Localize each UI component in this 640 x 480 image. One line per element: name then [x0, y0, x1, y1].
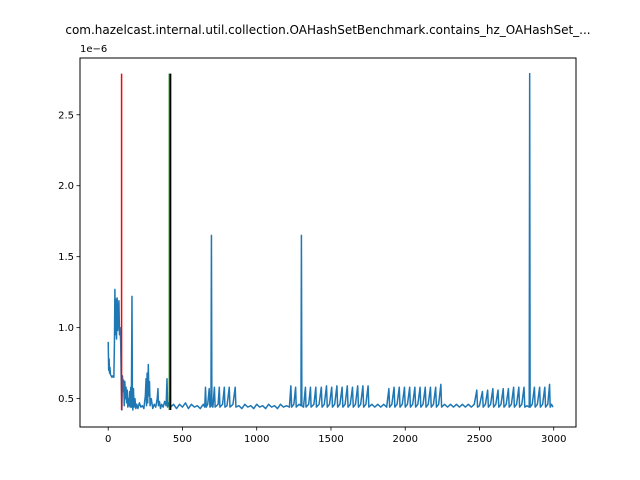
- x-tick-label-1: 500: [173, 434, 192, 445]
- x-tick-label-2: 1000: [244, 434, 269, 445]
- x-tick-label-3: 1500: [318, 434, 343, 445]
- plot-frame: [79, 57, 577, 428]
- y-axis: 0.5 1.0 1.5 2.0 2.5: [58, 110, 80, 405]
- series-line-0: [107, 72, 554, 411]
- x-tick-label-5: 2500: [467, 434, 492, 445]
- chart-title: com.hazelcast.internal.util.collection.O…: [65, 23, 590, 37]
- y-tick-label-4: 2.5: [58, 110, 74, 121]
- x-tick-label-4: 2000: [392, 434, 417, 445]
- y-tick-label-3: 2.0: [58, 181, 74, 192]
- plot-content: [107, 72, 554, 411]
- x-axis: 0 500 1000 1500 2000 2500 3000: [105, 427, 566, 445]
- x-tick-label-0: 0: [105, 434, 111, 445]
- y-tick-label-2: 1.5: [58, 252, 74, 263]
- y-tick-label-1: 1.0: [58, 323, 74, 334]
- y-offset-label: 1e−6: [80, 44, 107, 55]
- x-tick-label-6: 3000: [541, 434, 566, 445]
- y-tick-label-0: 0.5: [58, 394, 74, 405]
